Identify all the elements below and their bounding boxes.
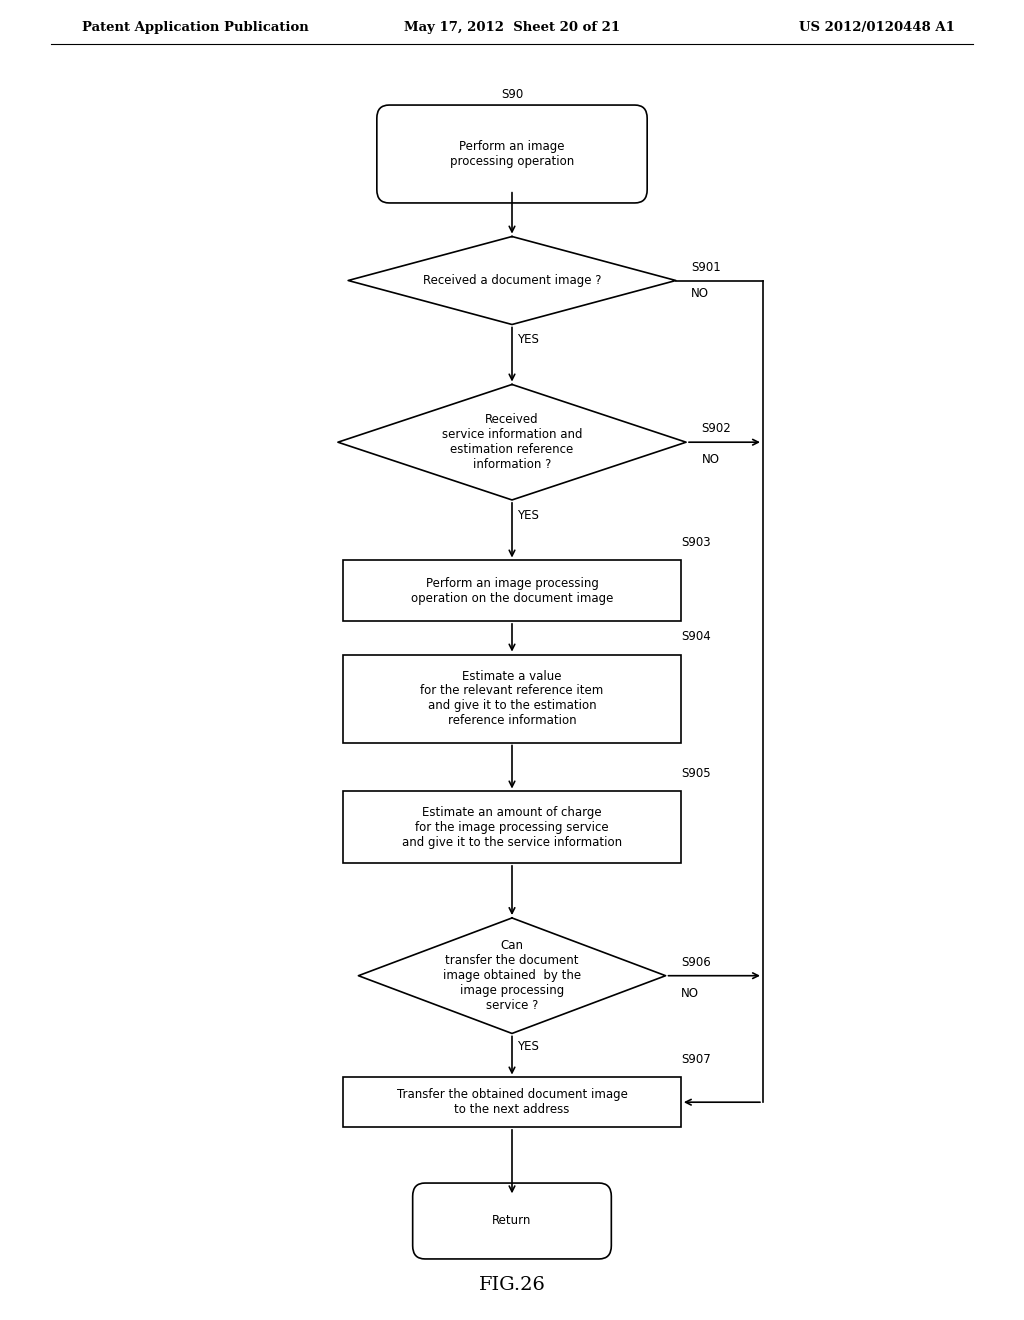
Text: S90: S90 <box>501 87 523 100</box>
Text: FIG.26: FIG.26 <box>478 1276 546 1294</box>
Text: S907: S907 <box>681 1053 711 1067</box>
Bar <box>343 655 681 742</box>
Text: NO: NO <box>691 288 710 300</box>
Text: Return: Return <box>493 1214 531 1228</box>
Text: Estimate an amount of charge
for the image processing service
and give it to the: Estimate an amount of charge for the ima… <box>402 805 622 849</box>
Bar <box>343 792 681 863</box>
Text: S905: S905 <box>681 767 711 780</box>
Text: Received a document image ?: Received a document image ? <box>423 275 601 286</box>
Text: US 2012/0120448 A1: US 2012/0120448 A1 <box>799 21 954 34</box>
Bar <box>343 561 681 620</box>
Text: S904: S904 <box>681 631 711 644</box>
FancyBboxPatch shape <box>377 106 647 203</box>
Text: NO: NO <box>681 987 699 999</box>
Text: S901: S901 <box>691 261 721 273</box>
Text: Perform an image processing
operation on the document image: Perform an image processing operation on… <box>411 577 613 605</box>
Text: Patent Application Publication: Patent Application Publication <box>82 21 308 34</box>
FancyBboxPatch shape <box>413 1183 611 1259</box>
Text: Transfer the obtained document image
to the next address: Transfer the obtained document image to … <box>396 1088 628 1117</box>
Text: S902: S902 <box>701 422 731 436</box>
Text: Received
service information and
estimation reference
information ?: Received service information and estimat… <box>441 413 583 471</box>
Text: Can
transfer the document
image obtained  by the
image processing
service ?: Can transfer the document image obtained… <box>443 940 581 1012</box>
Bar <box>343 1077 681 1127</box>
Text: NO: NO <box>701 453 720 466</box>
Text: S906: S906 <box>681 956 711 969</box>
Text: YES: YES <box>517 333 539 346</box>
Text: Perform an image
processing operation: Perform an image processing operation <box>450 140 574 168</box>
Text: Estimate a value
for the relevant reference item
and give it to the estimation
r: Estimate a value for the relevant refere… <box>421 669 603 727</box>
Text: YES: YES <box>517 508 539 521</box>
Text: YES: YES <box>517 1040 539 1053</box>
Text: S903: S903 <box>681 536 711 549</box>
Text: May 17, 2012  Sheet 20 of 21: May 17, 2012 Sheet 20 of 21 <box>403 21 621 34</box>
